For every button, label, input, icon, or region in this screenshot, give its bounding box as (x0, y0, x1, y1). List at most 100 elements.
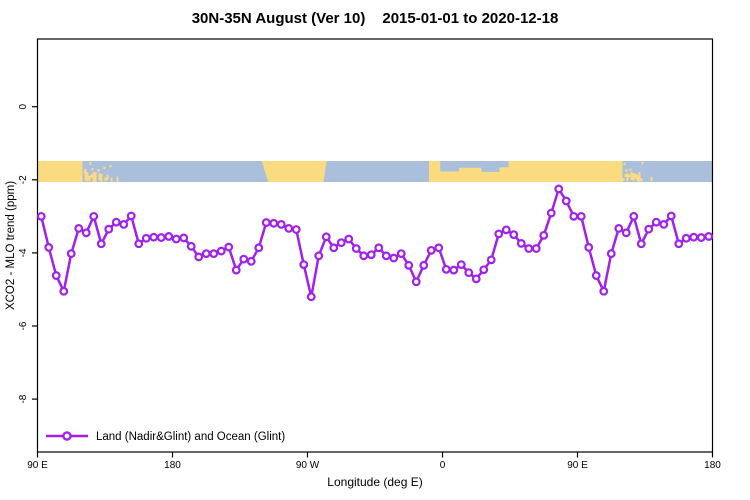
data-point (201, 249, 211, 259)
island-speckle (629, 168, 632, 172)
data-point (329, 243, 339, 253)
island-speckle (623, 162, 626, 166)
data-point (381, 251, 391, 261)
data-point (231, 265, 241, 275)
x-tick-label: 90 E (567, 460, 588, 471)
data-point (531, 244, 541, 253)
x-tick-label: 90 W (296, 460, 320, 471)
island-speckle (86, 172, 89, 182)
data-point (134, 239, 144, 249)
island-speckle (100, 173, 103, 182)
island-speckle (634, 173, 637, 179)
land-ocean-map-strip (37, 161, 713, 182)
island-speckle (116, 176, 119, 182)
data-point (569, 211, 579, 221)
data-point (36, 211, 46, 221)
data-point (704, 232, 714, 241)
data-point (51, 271, 61, 280)
data-point (651, 217, 661, 227)
data-point (314, 251, 324, 261)
data-point (291, 225, 301, 234)
data-point (561, 196, 571, 206)
data-point (539, 230, 549, 240)
data-point (591, 271, 601, 280)
data-point (396, 249, 406, 259)
island-speckle (641, 161, 644, 165)
island-speckle (109, 164, 112, 168)
x-tick-label: 180 (704, 460, 721, 471)
data-point (621, 228, 631, 238)
land-segment-north-america (261, 161, 327, 182)
island-speckle (638, 172, 641, 182)
island-speckle (91, 167, 94, 171)
data-point (59, 286, 69, 296)
data-point (404, 260, 414, 270)
data-point (464, 268, 474, 278)
data-point (674, 239, 684, 249)
data-point (666, 211, 676, 221)
island-speckle (624, 173, 627, 178)
x-axis: 90 E 180 90 W 0 90 E 180 (27, 452, 721, 471)
island-speckle (626, 173, 629, 181)
data-point (441, 264, 451, 274)
data-point (126, 211, 136, 221)
data-point (344, 234, 354, 244)
data-point (696, 233, 706, 242)
island-speckle (650, 176, 653, 182)
mediterranean-notch (499, 161, 509, 168)
data-point (689, 232, 699, 242)
y-axis: 0 -2 -4 -6 -8 (18, 103, 38, 404)
island-speckle (98, 173, 101, 181)
island-speckle (106, 174, 109, 180)
data-point (426, 245, 436, 255)
data-point (599, 286, 609, 296)
data-point (606, 249, 616, 259)
data-point (456, 260, 466, 269)
y-tick-label: 0 (18, 103, 29, 109)
data-point (141, 233, 151, 243)
plot-title-main: 30N-35N August (Ver 10) (191, 10, 366, 27)
data-point (156, 233, 166, 242)
x-tick-label: 180 (164, 460, 181, 471)
island-speckle (628, 174, 631, 178)
data-point (284, 224, 294, 233)
data-point (44, 243, 54, 252)
data-point (659, 219, 669, 229)
data-point (246, 256, 256, 266)
mediterranean-notch (481, 161, 500, 172)
data-point (374, 243, 384, 253)
data-point (209, 249, 219, 259)
data-series-land-ocean (36, 184, 714, 302)
data-point (486, 255, 496, 265)
island-speckle (625, 169, 628, 172)
island-speckle (630, 171, 633, 181)
plot-title-dates: 2015-01-01 to 2020-12-18 (382, 10, 559, 27)
data-point (629, 211, 639, 221)
data-point (681, 233, 691, 243)
island-speckle (636, 174, 639, 182)
data-point (104, 224, 114, 234)
data-point (66, 249, 76, 259)
data-point (366, 250, 376, 260)
island-speckle (103, 166, 106, 170)
island-speckle (84, 168, 87, 181)
data-point (546, 208, 556, 218)
data-point (434, 243, 444, 253)
island-speckle (104, 177, 107, 182)
data-point (584, 243, 594, 252)
data-point (89, 211, 99, 221)
data-point (164, 232, 174, 241)
island-speckle (97, 169, 100, 172)
data-point (74, 224, 84, 233)
data-point (636, 239, 646, 249)
island-speckle (92, 172, 95, 182)
data-point (471, 274, 481, 284)
data-point (479, 265, 489, 275)
data-point (449, 265, 459, 275)
data-point (119, 219, 129, 229)
island-speckle (110, 177, 113, 182)
data-point (216, 246, 226, 256)
data-point (276, 219, 286, 229)
data-point (299, 260, 309, 269)
